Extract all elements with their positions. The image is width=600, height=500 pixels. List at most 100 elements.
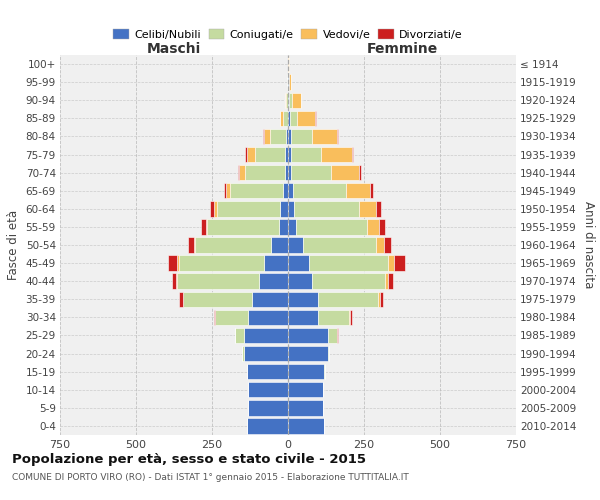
Text: Femmine: Femmine <box>367 42 437 56</box>
Bar <box>168 256 177 271</box>
Bar <box>288 328 328 343</box>
Bar <box>292 92 301 108</box>
Bar <box>291 128 313 144</box>
Bar <box>206 219 208 234</box>
Bar <box>289 92 292 108</box>
Bar <box>346 183 370 198</box>
Bar <box>296 219 367 234</box>
Bar <box>285 165 288 180</box>
Bar <box>280 201 288 216</box>
Bar <box>350 310 352 325</box>
Bar <box>349 310 350 325</box>
Bar <box>285 92 286 108</box>
Bar <box>288 56 289 72</box>
Bar <box>244 328 288 343</box>
Bar <box>248 382 288 398</box>
Bar <box>337 128 338 144</box>
Bar <box>211 201 214 216</box>
Bar <box>177 274 259 289</box>
Text: COMUNE DI PORTO VIRO (RO) - Dati ISTAT 1° gennaio 2015 - Elaborazione TUTTITALIA: COMUNE DI PORTO VIRO (RO) - Dati ISTAT 1… <box>12 472 409 482</box>
Bar <box>288 238 303 252</box>
Bar <box>376 238 384 252</box>
Bar <box>188 238 194 252</box>
Bar <box>291 147 322 162</box>
Bar <box>288 274 313 289</box>
Bar <box>226 183 230 198</box>
Bar <box>352 147 353 162</box>
Bar <box>195 238 271 252</box>
Bar <box>290 110 297 126</box>
Bar <box>279 219 288 234</box>
Bar <box>377 292 380 307</box>
Bar <box>239 165 245 180</box>
Bar <box>319 310 349 325</box>
Bar <box>303 238 376 252</box>
Bar <box>359 165 361 180</box>
Bar <box>179 292 182 307</box>
Bar <box>251 292 288 307</box>
Bar <box>288 256 309 271</box>
Bar <box>215 310 248 325</box>
Bar <box>367 219 379 234</box>
Bar <box>208 219 279 234</box>
Bar <box>380 292 383 307</box>
Bar <box>238 165 239 180</box>
Bar <box>248 400 288 415</box>
Bar <box>313 274 385 289</box>
Bar <box>263 256 288 271</box>
Bar <box>286 128 288 144</box>
Bar <box>177 256 179 271</box>
Bar <box>288 147 291 162</box>
Bar <box>194 238 195 252</box>
Bar <box>182 292 183 307</box>
Bar <box>288 346 328 362</box>
Bar <box>202 219 206 234</box>
Bar <box>244 346 288 362</box>
Bar <box>288 364 325 380</box>
Bar <box>379 219 385 234</box>
Bar <box>242 346 244 362</box>
Bar <box>214 201 217 216</box>
Bar <box>328 346 329 362</box>
Bar <box>331 165 359 180</box>
Bar <box>288 310 319 325</box>
Y-axis label: Anni di nascita: Anni di nascita <box>583 202 595 288</box>
Bar <box>247 418 288 434</box>
Bar <box>286 92 288 108</box>
Bar <box>245 147 247 162</box>
Bar <box>254 147 285 162</box>
Bar <box>283 110 288 126</box>
Bar <box>288 382 323 398</box>
Y-axis label: Fasce di età: Fasce di età <box>7 210 20 280</box>
Bar <box>313 128 337 144</box>
Bar <box>394 256 405 271</box>
Bar <box>179 256 263 271</box>
Bar <box>293 183 346 198</box>
Bar <box>370 183 373 198</box>
Bar <box>247 364 288 380</box>
Bar <box>388 256 394 271</box>
Bar <box>288 219 296 234</box>
Bar <box>263 128 270 144</box>
Bar <box>328 328 337 343</box>
Bar <box>248 310 288 325</box>
Bar <box>230 183 283 198</box>
Bar <box>288 183 293 198</box>
Bar <box>259 274 288 289</box>
Bar <box>183 292 251 307</box>
Bar <box>388 274 393 289</box>
Bar <box>285 147 288 162</box>
Bar <box>235 328 244 343</box>
Bar <box>289 74 291 90</box>
Bar <box>283 183 288 198</box>
Bar <box>217 201 280 216</box>
Bar <box>288 74 289 90</box>
Bar <box>291 165 331 180</box>
Bar <box>287 74 288 90</box>
Bar <box>288 128 291 144</box>
Bar <box>385 274 388 289</box>
Text: Popolazione per età, sesso e stato civile - 2015: Popolazione per età, sesso e stato civil… <box>12 452 366 466</box>
Bar <box>294 201 359 216</box>
Bar <box>172 274 176 289</box>
Bar <box>297 110 316 126</box>
